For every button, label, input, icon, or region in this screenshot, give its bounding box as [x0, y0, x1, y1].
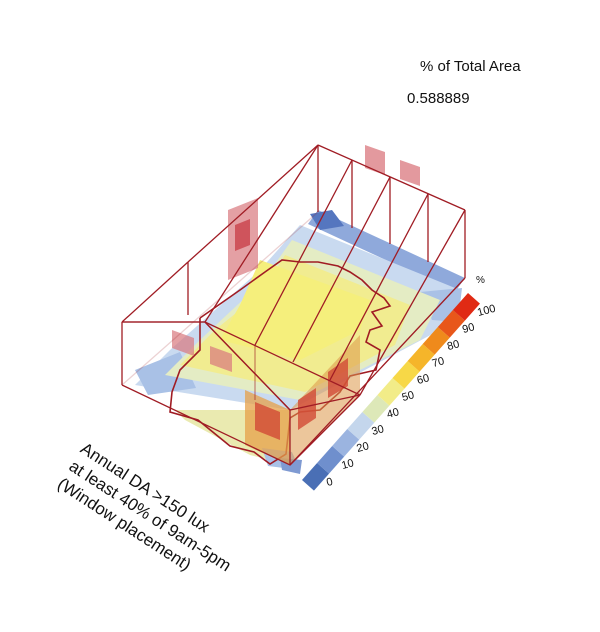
legend-tick-label: 90: [461, 321, 476, 336]
legend-tick-label: 10: [340, 457, 355, 472]
floor-cell: [308, 210, 465, 292]
legend-swatch: [317, 446, 345, 474]
window-icon: [255, 402, 280, 440]
legend-tick-label: 0: [325, 476, 334, 489]
legend-tick-label: 70: [431, 355, 446, 370]
legend-swatch: [332, 429, 360, 457]
metric-value: 0.588889: [407, 90, 470, 107]
legend-swatch: [347, 412, 375, 440]
legend-swatch: [362, 395, 390, 423]
legend-swatch: [452, 293, 480, 321]
legend-swatch: [437, 310, 465, 338]
legend-tick-label: 60: [416, 372, 431, 387]
legend-swatch: [302, 463, 330, 491]
legend-tick-label: 100: [476, 303, 497, 319]
front-wall: [245, 335, 360, 465]
legend-swatch: [377, 378, 405, 406]
legend-tick-label: 40: [386, 406, 401, 421]
legend-unit: %: [476, 275, 485, 286]
window-icon: [328, 358, 348, 398]
floor-cell: [220, 260, 370, 360]
legend-tick-label: 50: [401, 389, 416, 404]
legend-tick-label: 30: [370, 423, 385, 438]
metric-title: % of Total Area: [420, 58, 521, 75]
legend-tick-label: 20: [355, 440, 370, 455]
threshold-region-outline: [169, 259, 392, 465]
legend-swatch: [422, 327, 450, 355]
building-wireframe: [121, 144, 466, 466]
window-icon: [298, 388, 316, 430]
legend-tick-label: 80: [446, 338, 461, 353]
legend-swatch: [392, 361, 420, 389]
legend-swatch: [407, 344, 435, 372]
